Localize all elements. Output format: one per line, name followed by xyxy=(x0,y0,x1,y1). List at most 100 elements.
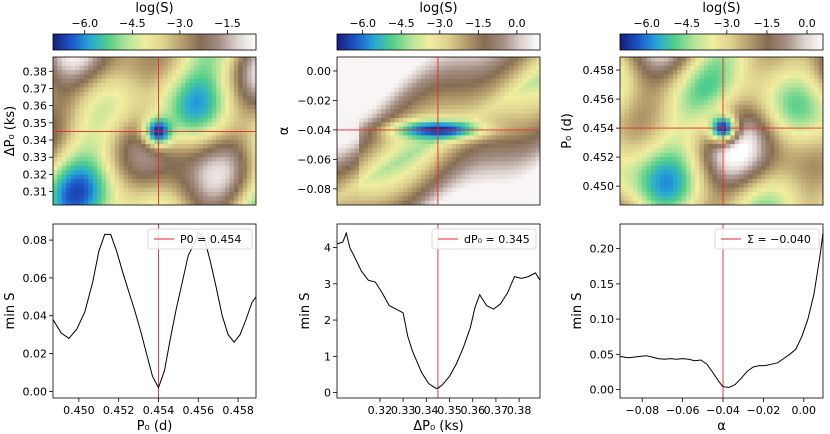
heatmap-cell xyxy=(110,187,116,193)
heatmap-cell xyxy=(509,183,515,189)
heatmap-cell xyxy=(451,83,457,89)
heatmap-cell xyxy=(628,187,634,193)
heatmap-cell xyxy=(703,200,709,205)
heatmap-cell xyxy=(451,135,457,141)
heatmap-cell xyxy=(796,61,802,67)
heatmap-cell xyxy=(350,117,356,123)
heatmap-cell xyxy=(211,170,217,176)
heatmap-cell xyxy=(158,96,164,102)
heatmap-cell xyxy=(464,170,470,176)
heatmap-cell xyxy=(376,161,382,167)
heatmap-cell xyxy=(420,152,426,158)
heatmap-cell xyxy=(814,178,820,184)
heatmap-cell xyxy=(83,74,89,80)
heatmap-cell xyxy=(185,187,191,193)
heatmap-cell xyxy=(668,100,674,106)
heatmap-cell xyxy=(363,170,369,176)
heatmap-cell xyxy=(500,161,506,167)
heatmap-cell xyxy=(655,178,661,184)
heatmap-cell xyxy=(83,87,89,93)
heatmap-cell xyxy=(699,170,705,176)
heatmap-cell xyxy=(809,65,815,71)
heatmap-cell xyxy=(389,117,395,123)
heatmap-cell xyxy=(451,104,457,110)
heatmap-cell xyxy=(531,157,537,163)
heatmap-cell xyxy=(451,157,457,163)
heatmap-cell xyxy=(756,152,762,158)
heatmap-cell xyxy=(97,144,103,150)
heatmap-cell xyxy=(88,165,94,171)
heatmap-cell xyxy=(376,83,382,89)
heatmap-cell xyxy=(425,152,431,158)
heatmap-cell xyxy=(721,91,727,97)
heatmap-cell xyxy=(783,183,789,189)
heatmap-cell xyxy=(469,200,475,205)
heatmap-cell xyxy=(509,117,515,123)
heatmap-cell xyxy=(491,61,497,67)
heatmap-cell xyxy=(337,122,343,128)
heatmap-cell xyxy=(154,191,160,197)
heatmap-cell xyxy=(180,165,186,171)
heatmap-cell xyxy=(460,109,466,115)
heatmap-cell xyxy=(367,87,373,93)
heatmap-cell xyxy=(642,183,648,189)
heatmap-cell xyxy=(765,196,771,202)
heatmap-cell xyxy=(725,83,731,89)
heatmap-cell xyxy=(796,152,802,158)
heatmap-cell xyxy=(783,70,789,76)
heatmap-cell xyxy=(500,61,506,67)
heatmap-cell xyxy=(778,61,784,67)
heatmap-cell xyxy=(145,131,151,136)
heatmap-cell xyxy=(482,161,488,167)
heatmap-cell xyxy=(442,126,448,132)
heatmap-cell xyxy=(756,131,762,136)
heatmap-cell xyxy=(717,178,723,184)
heatmap-cell xyxy=(725,165,731,171)
heatmap-cell xyxy=(442,117,448,123)
heatmap-cell xyxy=(787,57,793,62)
heatmap-cell xyxy=(677,196,683,202)
heatmap-cell xyxy=(434,91,440,97)
heatmap-cell xyxy=(363,100,369,106)
heatmap-cell xyxy=(451,178,457,184)
heatmap-cell xyxy=(75,165,81,171)
heatmap-cell xyxy=(242,96,248,102)
heatmap-cell xyxy=(403,126,409,132)
heatmap-cell xyxy=(412,196,418,202)
heatmap-cell xyxy=(620,83,626,89)
heatmap-cell xyxy=(251,200,256,205)
heatmap-cell xyxy=(79,174,85,180)
heatmap-cell xyxy=(189,144,195,150)
heatmap-cell xyxy=(447,117,453,123)
heatmap-cell xyxy=(752,187,758,193)
heatmap-cell xyxy=(150,91,156,97)
heatmap-cell xyxy=(132,91,138,97)
heatmap-cell xyxy=(172,144,178,150)
heatmap-cell xyxy=(677,157,683,163)
heatmap-cell xyxy=(429,139,435,145)
heatmap-cell xyxy=(83,174,89,180)
heatmap-cell xyxy=(818,165,823,171)
heatmap-cell xyxy=(469,161,475,167)
heatmap-cell xyxy=(699,200,705,205)
heatmap-cell xyxy=(376,196,382,202)
heatmap-cell xyxy=(712,70,718,76)
heatmap-cell xyxy=(345,196,351,202)
heatmap-cell xyxy=(416,70,422,76)
heatmap-cell xyxy=(442,191,448,197)
heatmap-cell xyxy=(681,161,687,167)
heatmap-cell xyxy=(429,57,435,62)
heatmap-cell xyxy=(92,65,98,71)
heatmap-cell xyxy=(708,117,714,123)
heatmap-cell xyxy=(473,161,479,167)
heatmap-cell xyxy=(225,126,231,132)
heatmap-cell xyxy=(495,109,501,115)
heatmap-cell xyxy=(447,109,453,115)
heatmap-cell xyxy=(119,74,125,80)
heatmap-cell xyxy=(438,139,444,145)
heatmap-cell xyxy=(526,152,532,158)
heatmap-cell xyxy=(198,126,204,132)
heatmap-cell xyxy=(172,170,178,176)
heatmap-cell xyxy=(247,61,253,67)
heatmap-cell xyxy=(216,122,222,128)
